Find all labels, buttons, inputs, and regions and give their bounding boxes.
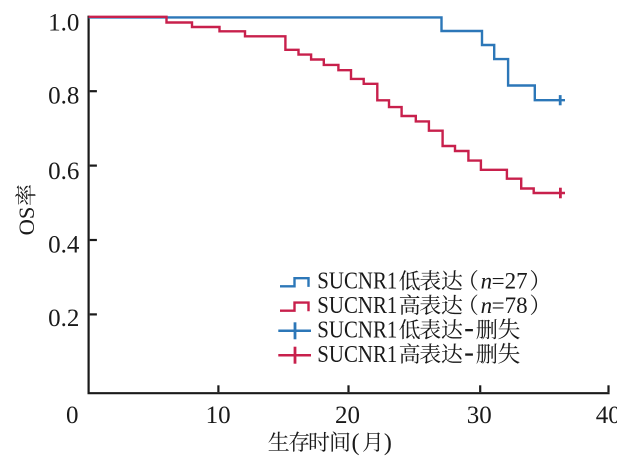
svg-text:30: 30	[467, 402, 492, 429]
svg-text:(: (	[352, 430, 360, 456]
svg-text:=78: =78	[492, 293, 528, 318]
svg-text:10: 10	[206, 402, 231, 429]
svg-text:1.0: 1.0	[48, 9, 79, 36]
svg-text:SUCNR1: SUCNR1	[317, 318, 397, 344]
svg-text:0.8: 0.8	[48, 82, 79, 109]
svg-text:n: n	[481, 293, 493, 318]
svg-text:SUCNR1: SUCNR1	[317, 342, 397, 368]
svg-text:=27: =27	[492, 269, 528, 294]
svg-text:0.6: 0.6	[48, 158, 79, 185]
svg-text:0.2: 0.2	[48, 305, 79, 332]
svg-text:0.4: 0.4	[48, 231, 80, 258]
svg-text:): )	[384, 430, 392, 456]
svg-text:20: 20	[335, 402, 360, 429]
svg-text:SUCNR1: SUCNR1	[317, 269, 397, 295]
svg-text:40: 40	[596, 402, 617, 429]
svg-text:SUCNR1: SUCNR1	[317, 293, 397, 319]
svg-text:n: n	[481, 269, 493, 294]
svg-text:OS: OS	[14, 207, 39, 236]
svg-text:0: 0	[66, 402, 79, 429]
